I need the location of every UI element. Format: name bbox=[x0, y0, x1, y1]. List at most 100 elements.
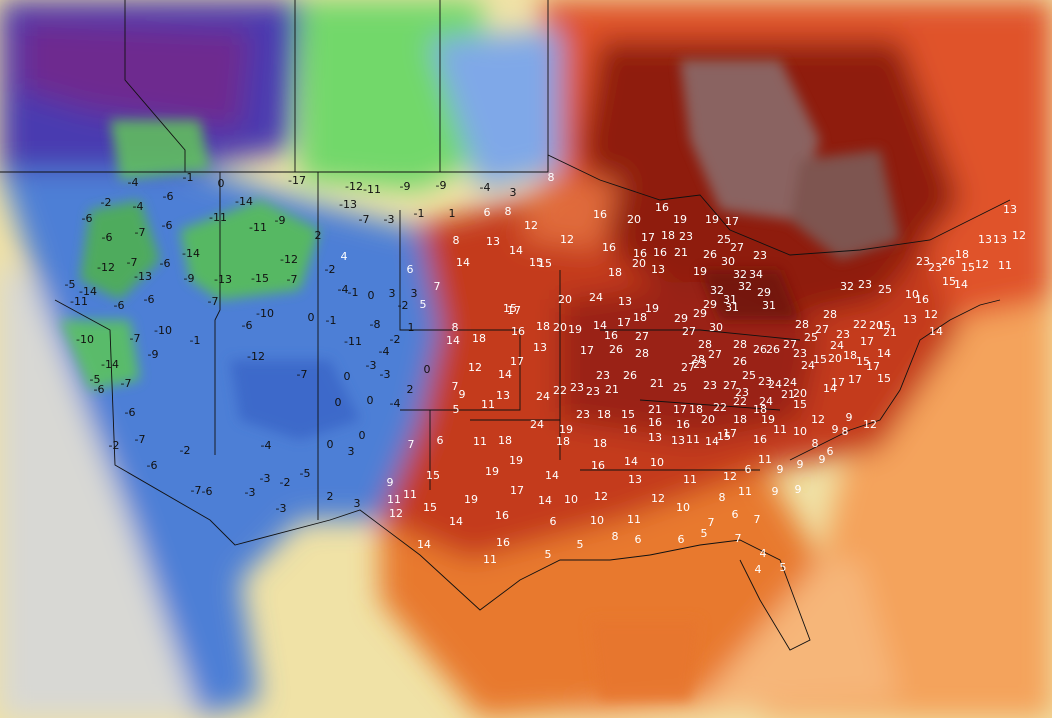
temperature-label: 28 bbox=[823, 308, 837, 321]
temperature-label: 4 bbox=[760, 547, 767, 560]
temperature-label: -7 bbox=[121, 377, 132, 390]
temperature-label: 0 bbox=[368, 289, 375, 302]
temperature-label: 32 bbox=[733, 268, 747, 281]
temperature-label: 2 bbox=[407, 383, 414, 396]
temperature-label: 13 bbox=[651, 263, 665, 276]
temperature-label: -12 bbox=[247, 350, 265, 363]
temperature-label: 28 bbox=[733, 338, 747, 351]
temperature-label: 14 bbox=[929, 325, 943, 338]
temperature-label: 9 bbox=[819, 453, 826, 466]
temperature-label: -3 bbox=[380, 368, 391, 381]
temperature-label: 21 bbox=[781, 388, 795, 401]
temperature-label: 20 bbox=[701, 413, 715, 426]
temperature-label: -2 bbox=[109, 439, 120, 452]
temperature-label: 27 bbox=[730, 241, 744, 254]
temperature-label: 14 bbox=[456, 256, 470, 269]
temperature-label: 15 bbox=[877, 372, 891, 385]
temperature-label: 6 bbox=[827, 445, 834, 458]
temperature-label: 26 bbox=[733, 355, 747, 368]
temperature-label: 7 bbox=[754, 513, 761, 526]
temperature-label: -12 bbox=[280, 253, 298, 266]
temperature-label: -6 bbox=[163, 190, 174, 203]
temperature-label: -10 bbox=[76, 333, 94, 346]
temperature-label: 17 bbox=[725, 215, 739, 228]
temperature-label: -1 bbox=[414, 207, 425, 220]
temperature-label: 16 bbox=[495, 509, 509, 522]
temperature-label: 20 bbox=[632, 257, 646, 270]
temperature-label: 18 bbox=[689, 403, 703, 416]
temperature-label: -1 bbox=[183, 171, 194, 184]
temperature-label: 22 bbox=[553, 384, 567, 397]
temperature-label: 26 bbox=[609, 343, 623, 356]
temperature-label: 9 bbox=[832, 423, 839, 436]
temperature-label: 0 bbox=[344, 370, 351, 383]
temperature-label: 15 bbox=[529, 256, 543, 269]
temperature-label: 18 bbox=[593, 437, 607, 450]
temperature-label: 32 bbox=[738, 280, 752, 293]
temperature-label: 14 bbox=[705, 435, 719, 448]
temperature-label: 23 bbox=[586, 385, 600, 398]
temperature-label: 16 bbox=[653, 246, 667, 259]
temperature-label: 11 bbox=[403, 488, 417, 501]
temperature-label: -7 bbox=[191, 484, 202, 497]
temperature-label: 13 bbox=[903, 313, 917, 326]
temperature-label: 7 bbox=[735, 532, 742, 545]
temperature-label: -3 bbox=[384, 213, 395, 226]
temperature-label: 23 bbox=[858, 278, 872, 291]
temperature-label: 25 bbox=[878, 283, 892, 296]
temperature-label: 28 bbox=[795, 318, 809, 331]
temperature-label: 26 bbox=[753, 343, 767, 356]
temperature-label: -9 bbox=[184, 272, 195, 285]
temperature-label: -7 bbox=[208, 295, 219, 308]
temperature-label: -4 bbox=[390, 397, 401, 410]
temperature-label: 13 bbox=[496, 389, 510, 402]
temperature-label: 16 bbox=[648, 416, 662, 429]
temperature-label: -17 bbox=[288, 174, 306, 187]
temperature-label: 19 bbox=[464, 493, 478, 506]
temperature-label: 14 bbox=[538, 494, 552, 507]
temperature-label: 31 bbox=[725, 301, 739, 314]
temperature-label: 0 bbox=[424, 363, 431, 376]
temperature-label: -6 bbox=[114, 299, 125, 312]
temperature-label: 18 bbox=[633, 311, 647, 324]
temperature-label: 18 bbox=[536, 320, 550, 333]
temperature-label: -1 bbox=[326, 314, 337, 327]
temperature-label: 19 bbox=[559, 423, 573, 436]
temperature-label: 10 bbox=[590, 514, 604, 527]
temperature-label: -3 bbox=[366, 359, 377, 372]
temperature-label: 14 bbox=[954, 278, 968, 291]
temperature-label: 8 bbox=[548, 171, 555, 184]
temperature-label: 27 bbox=[783, 338, 797, 351]
temperature-label: 9 bbox=[797, 458, 804, 471]
temperature-label: 0 bbox=[367, 394, 374, 407]
temperature-label: 14 bbox=[823, 382, 837, 395]
temperature-label: 13 bbox=[671, 434, 685, 447]
temperature-label: 29 bbox=[674, 312, 688, 325]
temperature-label: 11 bbox=[627, 513, 641, 526]
temperature-label: 26 bbox=[623, 369, 637, 382]
temperature-label: 11 bbox=[481, 398, 495, 411]
temperature-label: 24 bbox=[759, 395, 773, 408]
temperature-label: 11 bbox=[738, 485, 752, 498]
temperature-label: 14 bbox=[446, 334, 460, 347]
temperature-label: -7 bbox=[130, 332, 141, 345]
temperature-label: 16 bbox=[623, 423, 637, 436]
temperature-label: 6 bbox=[484, 206, 491, 219]
temperature-label: 13 bbox=[618, 295, 632, 308]
temperature-label: 12 bbox=[1012, 229, 1026, 242]
temperature-label: -11 bbox=[70, 295, 88, 308]
temperature-label: 23 bbox=[836, 328, 850, 341]
temperature-label: 9 bbox=[459, 388, 466, 401]
temperature-label: -6 bbox=[102, 231, 113, 244]
temperature-label: 24 bbox=[589, 291, 603, 304]
temperature-label: 22 bbox=[733, 395, 747, 408]
temperature-label: 12 bbox=[811, 413, 825, 426]
temperature-label: 11 bbox=[473, 435, 487, 448]
temperature-label: -13 bbox=[339, 198, 357, 211]
temperature-label: 1 bbox=[449, 207, 456, 220]
temperature-label: -14 bbox=[101, 358, 119, 371]
temperature-label: 23 bbox=[928, 261, 942, 274]
temperature-label: 0 bbox=[335, 396, 342, 409]
temperature-label: 31 bbox=[762, 299, 776, 312]
temperature-label: 16 bbox=[633, 247, 647, 260]
